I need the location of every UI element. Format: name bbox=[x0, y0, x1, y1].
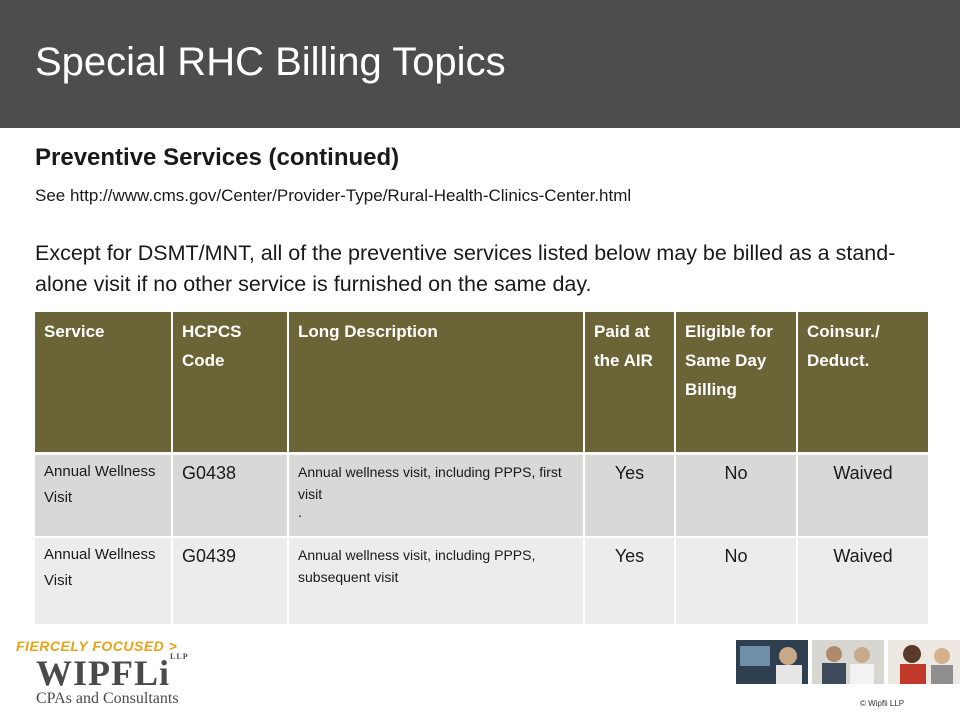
photo-strip bbox=[736, 640, 960, 684]
intro-paragraph: Except for DSMT/MNT, all of the preventi… bbox=[35, 241, 896, 296]
header-hcpcs-code: HCPCS Code bbox=[172, 312, 289, 455]
logo-mark: LLP bbox=[170, 652, 189, 661]
photo-graphic bbox=[812, 640, 884, 684]
header-paid-at-air: Paid at the AIR bbox=[584, 312, 676, 455]
cell-description: Annual wellness visit, including PPPS, f… bbox=[288, 453, 585, 538]
cell-service: Annual Wellness Visit bbox=[35, 453, 173, 538]
tagline: FIERCELY FOCUSED > bbox=[16, 638, 177, 654]
cell-service: Annual Wellness Visit bbox=[35, 537, 173, 626]
reference-link-text: See http://www.cms.gov/Center/Provider-T… bbox=[35, 186, 632, 205]
table-row: Annual Wellness Visit G0439 Annual welln… bbox=[35, 537, 930, 626]
tagline-part-a: FIERCELY bbox=[16, 638, 88, 654]
photo-image bbox=[812, 640, 884, 684]
page-title: Special RHC Billing Topics bbox=[35, 40, 506, 84]
section-subtitle: Preventive Services (continued) bbox=[35, 144, 400, 171]
cell-code: G0438 bbox=[172, 453, 289, 538]
cell-paid: Yes bbox=[584, 453, 676, 538]
cell-eligible: No bbox=[675, 537, 798, 626]
header-long-description: Long Description bbox=[288, 312, 585, 455]
cell-eligible: No bbox=[675, 453, 798, 538]
description-text: Annual wellness visit, including PPPS, f… bbox=[298, 463, 562, 502]
header-eligible-same-day: Eligible for Same Day Billing bbox=[675, 312, 798, 455]
header-coinsurance: Coinsur./ Deduct. bbox=[797, 312, 930, 455]
photo-graphic bbox=[736, 640, 808, 684]
wipfli-logo: WIPFLiLLP bbox=[36, 652, 189, 694]
tagline-part-b: FOCUSED > bbox=[92, 638, 178, 654]
cell-coinsurance: Waived bbox=[797, 453, 930, 538]
photo-graphic bbox=[888, 640, 960, 684]
cell-paid: Yes bbox=[584, 537, 676, 626]
logo-subtitle: CPAs and Consultants bbox=[36, 690, 179, 707]
preventive-services-table: Service HCPCS Code Long Description Paid… bbox=[35, 312, 930, 626]
photo-image bbox=[888, 640, 960, 684]
header-service: Service bbox=[35, 312, 173, 455]
table-row: Annual Wellness Visit G0438 Annual welln… bbox=[35, 453, 930, 538]
logo-text: WIPFLi bbox=[36, 653, 171, 693]
photo-image bbox=[736, 640, 808, 684]
table-header-row: Service HCPCS Code Long Description Paid… bbox=[35, 312, 930, 455]
cell-description: Annual wellness visit, including PPPS, s… bbox=[288, 537, 585, 626]
title-bar: Special RHC Billing Topics bbox=[0, 0, 960, 128]
cell-code: G0439 bbox=[172, 537, 289, 626]
copyright: © Wipfli LLP bbox=[860, 699, 905, 708]
description-extra: . bbox=[298, 503, 302, 520]
cell-coinsurance: Waived bbox=[797, 537, 930, 626]
